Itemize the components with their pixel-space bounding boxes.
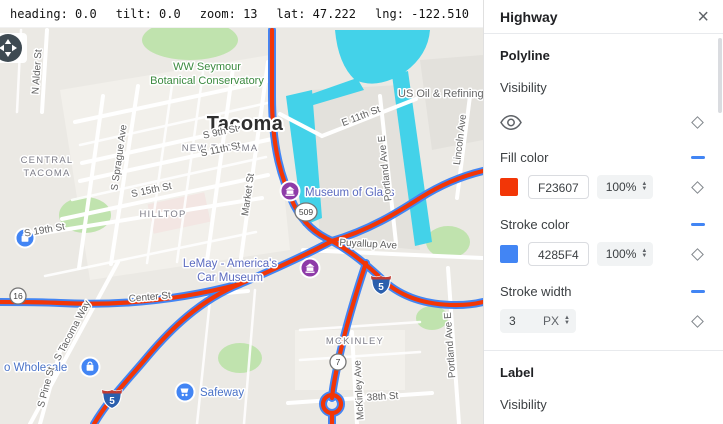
stroke-width-controls: 3 PX ▲ ▼	[500, 308, 707, 334]
stroke-color-label: Stroke color	[500, 217, 570, 232]
highway-fill	[0, 27, 483, 424]
map-svg[interactable]: 5	[0, 0, 483, 424]
close-icon[interactable]: ×	[697, 5, 709, 28]
lemay-museum-icon[interactable]	[299, 257, 321, 279]
svg-text:7: 7	[336, 357, 341, 367]
museum-of-glass-icon[interactable]	[279, 180, 301, 202]
stroke-width-unit: PX	[543, 314, 560, 328]
stroke-inherit-diamond-icon[interactable]	[691, 247, 704, 261]
stroke-color-row: Stroke color	[500, 217, 707, 232]
poi-label: Safeway	[200, 387, 244, 399]
svg-text:16: 16	[13, 291, 23, 301]
visibility-controls	[500, 111, 707, 133]
route-509-shield: 509	[294, 202, 318, 222]
fill-opacity-value: 100%	[605, 180, 637, 194]
fill-inherit-diamond-icon[interactable]	[691, 180, 704, 194]
panel-scrollbar[interactable]	[718, 38, 722, 113]
coordinate-readout: heading: 0.0 tilt: 0.0 zoom: 13 lat: 47.…	[0, 0, 483, 28]
stepper-arrows-icon[interactable]: ▲ ▼	[564, 315, 570, 326]
fill-color-controls: F23607 100% ▲ ▼	[500, 174, 707, 200]
fill-color-label: Fill color	[500, 150, 549, 165]
stroke-width-remove-icon[interactable]	[691, 290, 705, 293]
map-canvas[interactable]: heading: 0.0 tilt: 0.0 zoom: 13 lat: 47.…	[0, 0, 483, 424]
tilt-readout: tilt: 0.0	[115, 6, 181, 21]
pan-control[interactable]	[0, 33, 27, 63]
street-label: Center St	[128, 290, 171, 305]
district-label: CENTRAL	[21, 155, 74, 166]
poi-label: LeMay - America's	[183, 258, 277, 270]
park-label: WW Seymour	[173, 61, 241, 73]
svg-text:509: 509	[299, 207, 313, 217]
street-label: N Alder St	[30, 49, 44, 95]
label-visibility-row: Visibility	[500, 397, 707, 412]
stroke-width-value: 3	[509, 314, 516, 328]
poi-label: o Wholesale	[4, 362, 67, 374]
stroke-color-controls: 4285F4 100% ▲ ▼	[500, 241, 707, 267]
map-labels: Tacoma S 9th St NEW TACOMA S 11th St S 1…	[3, 47, 484, 422]
panel-header: Highway ×	[484, 0, 723, 34]
fill-color-swatch[interactable]	[500, 178, 518, 196]
stroke-opacity-value: 100%	[605, 247, 637, 261]
stepper-arrows-icon[interactable]: ▲ ▼	[641, 248, 648, 259]
fill-color-row: Fill color	[500, 150, 707, 165]
stepper-arrows-icon[interactable]: ▲ ▼	[641, 181, 648, 192]
park-areas	[59, 20, 470, 373]
safeway-poi-icon[interactable]	[174, 381, 196, 403]
stroke-remove-icon[interactable]	[691, 223, 705, 226]
poi-label: US Oil & Refining	[398, 88, 483, 100]
city-label: Tacoma	[207, 113, 284, 135]
park-label: Botanical Conservatory	[150, 75, 264, 87]
heading-readout: heading: 0.0	[10, 6, 97, 21]
visibility-eye-icon[interactable]	[500, 114, 522, 130]
label-visibility-label: Visibility	[500, 397, 547, 412]
stroke-opacity-stepper[interactable]: 100% ▲ ▼	[596, 242, 654, 266]
lng-readout: lng: -122.510	[375, 6, 469, 21]
stroke-hex-input[interactable]: 4285F4	[528, 242, 589, 266]
district-label: HILLTOP	[139, 209, 186, 220]
fill-opacity-stepper[interactable]: 100% ▲ ▼	[596, 175, 654, 199]
district-label: TACOMA	[23, 168, 70, 179]
route-16-shield: 16	[9, 287, 27, 305]
polyline-section-title: Polyline	[500, 48, 550, 63]
zoom-readout: zoom: 13	[199, 6, 258, 21]
street-label: E 38th St	[357, 391, 399, 405]
lat-readout: lat: 47.222	[276, 6, 357, 21]
street-label: McKinley Ave	[352, 360, 366, 421]
style-panel: Highway × Polyline Visibility Fill color	[483, 0, 723, 424]
label-section-title: Label	[500, 365, 534, 380]
stroke-width-row: Stroke width	[500, 284, 707, 299]
panel-title: Highway	[500, 8, 558, 25]
poi-label: Car Museum	[197, 272, 263, 284]
stroke-width-inherit-diamond-icon[interactable]	[691, 314, 704, 328]
district-label: MCKINLEY	[326, 336, 384, 347]
fill-hex-input[interactable]: F23607	[528, 175, 589, 199]
street-network	[15, 28, 483, 424]
district-label: NEW TACOMA	[182, 143, 259, 154]
visibility-inherit-diamond-icon[interactable]	[691, 115, 704, 129]
panel-body: Polyline Visibility Fill color F23607 1	[484, 34, 723, 412]
route-7-shield: 7	[329, 353, 347, 371]
wholesale-poi-icon[interactable]	[79, 356, 101, 378]
visibility-label: Visibility	[500, 80, 547, 95]
stroke-color-swatch[interactable]	[500, 245, 518, 263]
fill-remove-icon[interactable]	[691, 156, 705, 159]
stroke-width-stepper[interactable]: 3 PX ▲ ▼	[500, 309, 576, 333]
section-divider	[484, 350, 723, 351]
visibility-row: Visibility	[500, 80, 707, 95]
stroke-width-label: Stroke width	[500, 284, 572, 299]
poi-label: Museum of Glass	[305, 187, 395, 199]
street-label: Puyallup Ave	[339, 238, 398, 252]
